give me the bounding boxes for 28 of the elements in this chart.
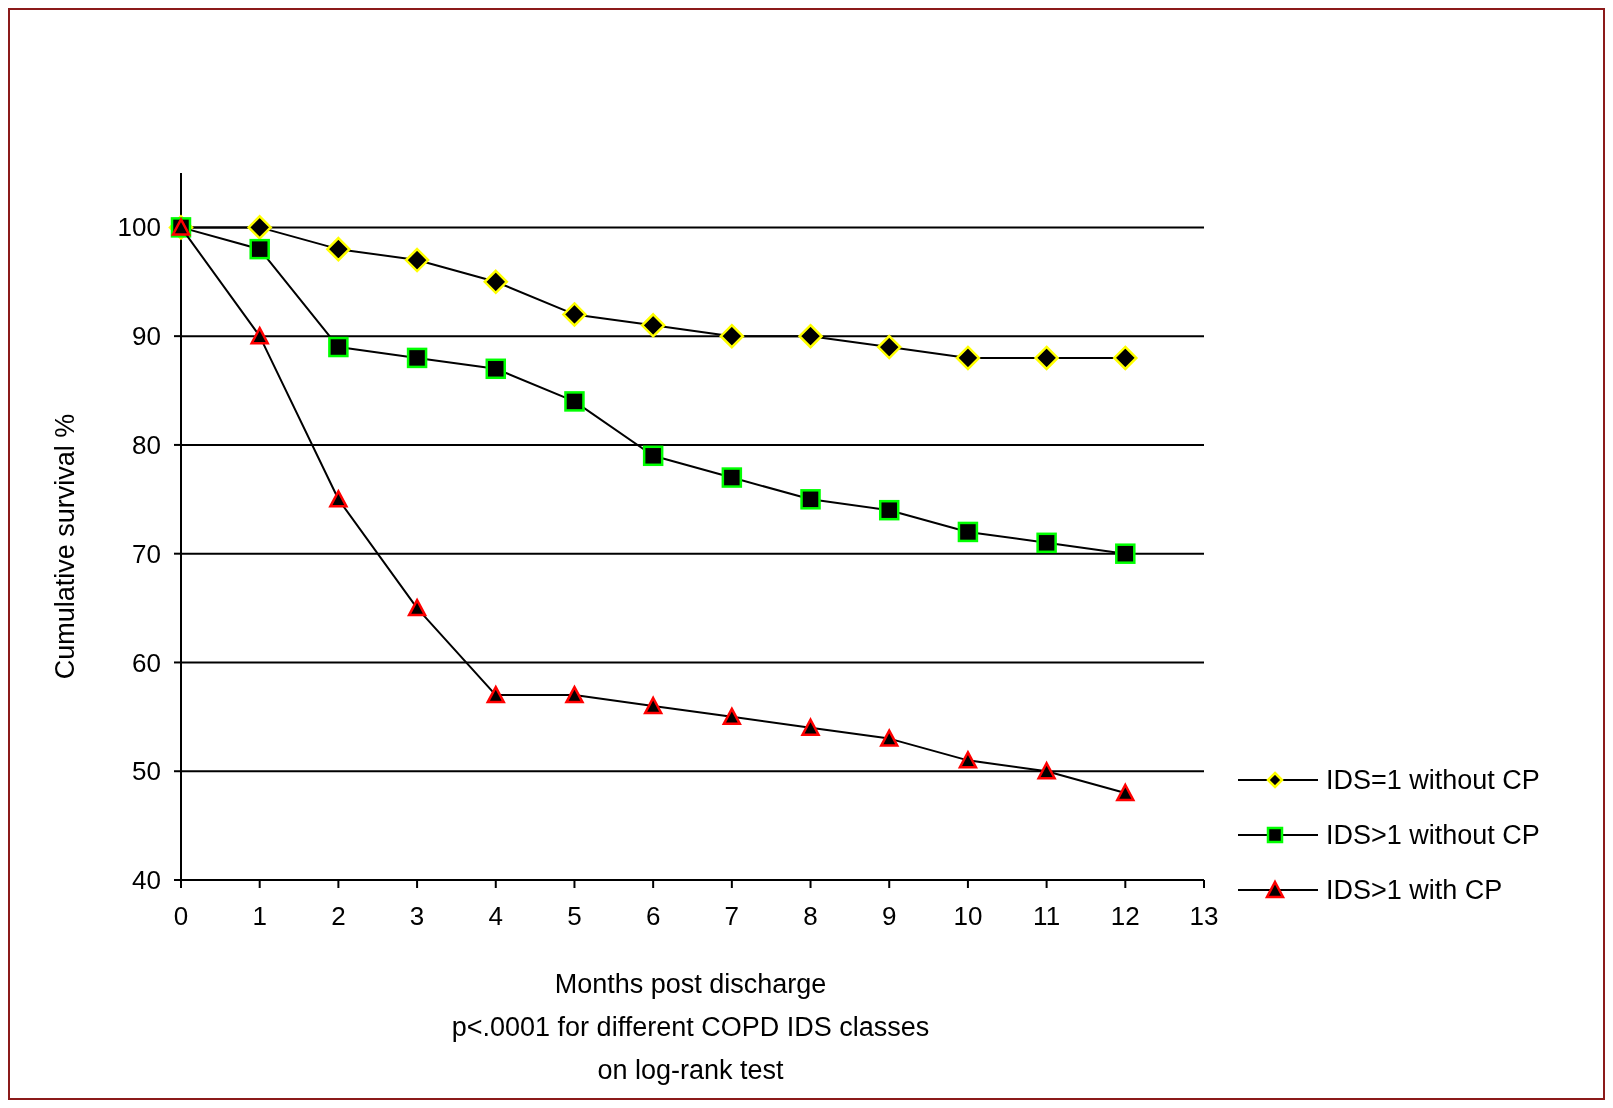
- x-tick-label: 0: [173, 901, 189, 931]
- y-tick-label: 50: [132, 756, 161, 787]
- text: p<.0001 for different COPD IDS classes: [451, 1012, 930, 1042]
- y-tick-label: 60: [132, 647, 161, 678]
- x-tick-label: 6: [645, 901, 661, 931]
- y-tick-label: 80: [132, 430, 161, 461]
- x-axis-title: Months post discharge: [554, 969, 827, 999]
- x-tick-label: 10: [953, 901, 983, 931]
- legend-label: IDS>1 without CP: [1326, 820, 1540, 851]
- text: on log-rank test: [597, 1055, 785, 1085]
- x-tick-label: 9: [882, 901, 897, 931]
- x-tick-label: 1: [252, 901, 267, 931]
- y-axis-title: Cumulative survival %: [50, 413, 80, 680]
- x-tick-label: 2: [331, 901, 346, 931]
- x-tick-label: 4: [488, 901, 503, 931]
- y-tick-label: 100: [117, 212, 161, 243]
- y-tick-label: 70: [132, 538, 161, 569]
- x-tick-label: 11: [1033, 901, 1061, 931]
- y-tick-label: 40: [132, 865, 161, 896]
- x-tick-label: 3: [409, 901, 425, 931]
- legend-label: IDS>1 with CP: [1326, 875, 1503, 906]
- x-tick-label: 7: [724, 901, 740, 931]
- x-tick-label: 13: [1189, 901, 1219, 931]
- legend-label: IDS=1 without CP: [1326, 765, 1540, 796]
- x-tick-label: 8: [803, 901, 818, 931]
- x-tick-label: 12: [1110, 901, 1140, 931]
- x-tick-label: 5: [567, 901, 582, 931]
- y-tick-label: 90: [132, 321, 161, 352]
